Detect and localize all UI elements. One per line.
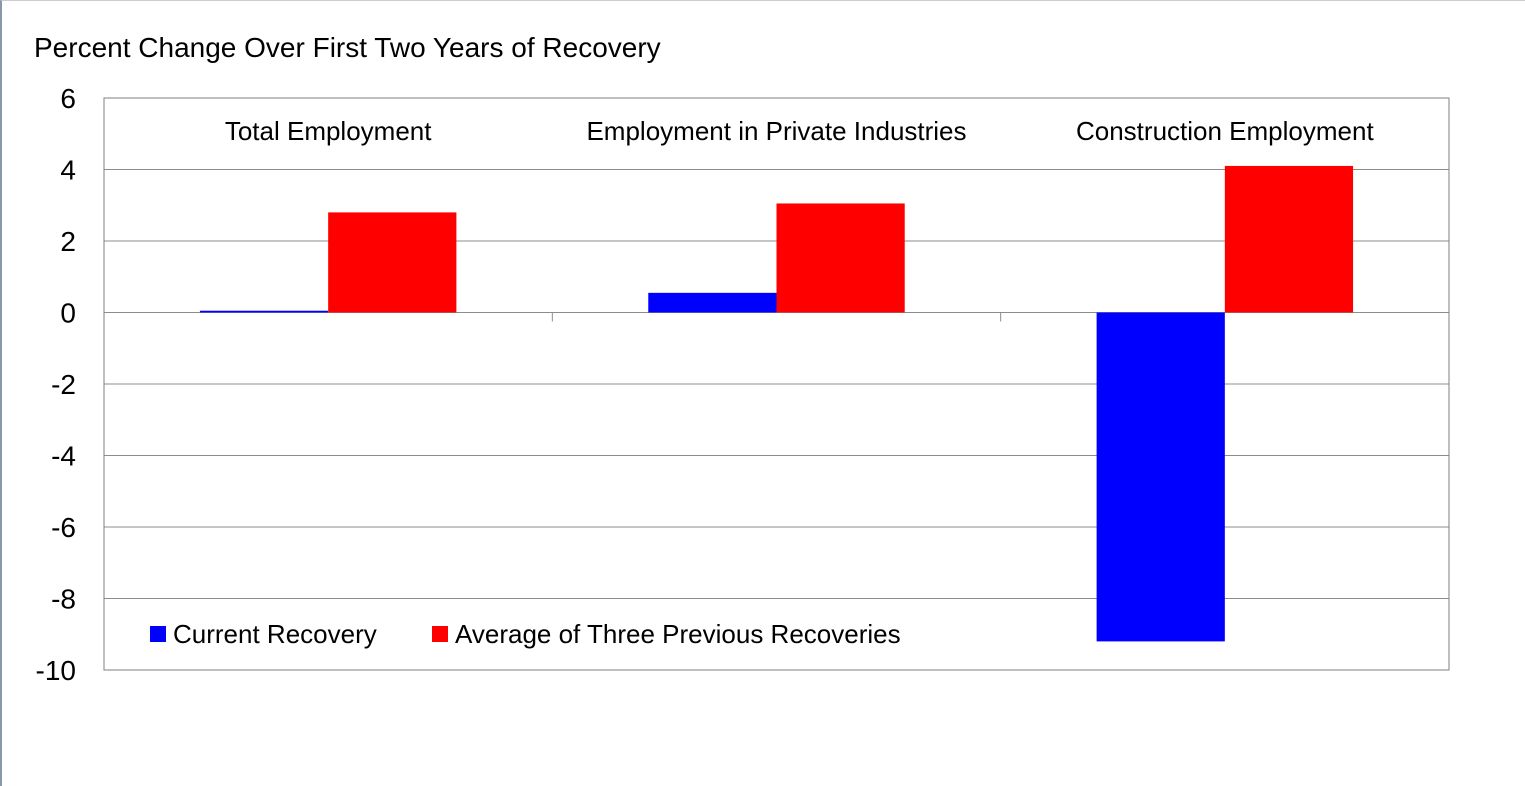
y-tick-label: 4 xyxy=(60,155,76,186)
y-tick-label: -6 xyxy=(51,512,76,543)
y-tick-label: -8 xyxy=(51,584,76,615)
bar-current-recovery xyxy=(648,292,777,313)
y-axis-ticks: 6 4 2 0 -2 -4 -6 -8 -10 xyxy=(36,83,76,686)
legend-label-average-previous-recoveries: Average of Three Previous Recoveries xyxy=(455,619,901,649)
legend: Current Recovery Average of Three Previo… xyxy=(150,619,901,649)
category-labels: Total Employment Employment in Private In… xyxy=(225,116,1375,146)
bar-current-recovery xyxy=(199,310,329,313)
y-tick-label: 6 xyxy=(60,83,76,114)
legend-swatch-current-recovery xyxy=(150,626,166,642)
bar-average-previous-recoveries xyxy=(776,203,905,313)
bar-average-previous-recoveries xyxy=(1224,165,1354,313)
legend-swatch-average-previous-recoveries xyxy=(432,626,448,642)
y-tick-label: -10 xyxy=(36,655,76,686)
y-tick-label: 0 xyxy=(60,298,76,329)
y-tick-label: 2 xyxy=(60,226,76,257)
category-label: Total Employment xyxy=(225,116,432,146)
bar-current-recovery xyxy=(1096,312,1225,642)
category-label: Construction Employment xyxy=(1076,116,1374,146)
y-tick-label: -4 xyxy=(51,441,76,472)
legend-label-current-recovery: Current Recovery xyxy=(173,619,377,649)
plot-area xyxy=(103,97,1450,671)
bars xyxy=(199,165,1354,642)
category-label: Employment in Private Industries xyxy=(586,116,966,146)
bar-average-previous-recoveries xyxy=(328,212,457,313)
y-tick-label: -2 xyxy=(51,369,76,400)
chart-title: Percent Change Over First Two Years of R… xyxy=(34,32,661,63)
